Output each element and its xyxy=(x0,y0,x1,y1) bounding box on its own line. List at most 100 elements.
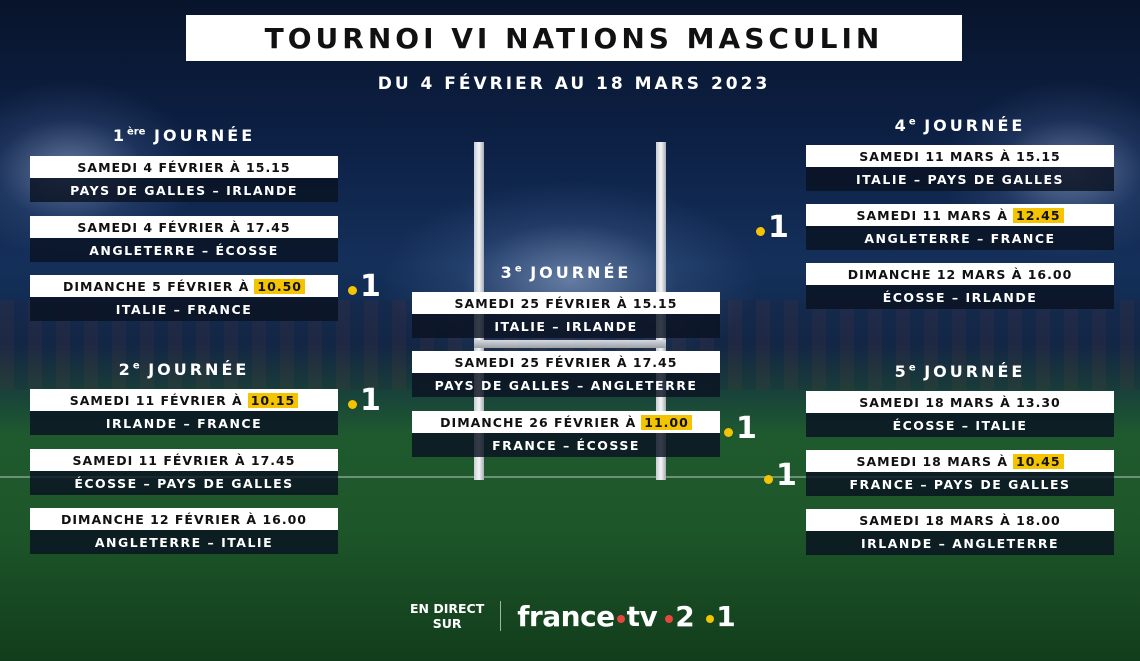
match-teams: ÉCOSSE – ITALIE xyxy=(806,413,1114,437)
round-ordinal: e xyxy=(908,362,916,374)
goal-crossbar xyxy=(474,340,666,348)
live-label-line1: EN DIRECT xyxy=(410,601,485,616)
channel-1-badge: 1 xyxy=(724,414,757,444)
channel-1-badge: 1 xyxy=(348,272,381,302)
match-card: SAMEDI 25 FÉVRIER À 17.45 PAYS DE GALLES… xyxy=(412,351,720,397)
round-1-heading: 1ère JOURNÉE xyxy=(30,126,338,145)
red-dot-icon xyxy=(616,615,625,623)
francetv-logo: france tv 2 1 xyxy=(517,599,736,633)
match-card: DIMANCHE 26 FÉVRIER À 11.00 FRANCE – ÉCOS… xyxy=(412,411,720,457)
match-date: DIMANCHE 12 MARS À 16.00 xyxy=(806,263,1114,285)
round-label: JOURNÉE xyxy=(530,263,632,282)
time-highlight: 11.00 xyxy=(641,414,692,430)
match-card: DIMANCHE 12 MARS À 16.00 ÉCOSSE – IRLAND… xyxy=(806,263,1114,309)
match-date: DIMANCHE 26 FÉVRIER À 11.00 xyxy=(412,411,720,433)
yellow-dot-icon xyxy=(706,615,715,623)
time-highlight: 10.15 xyxy=(247,392,299,408)
round-ordinal: e xyxy=(132,360,140,372)
match-card: SAMEDI 4 FÉVRIER À 15.15 PAYS DE GALLES … xyxy=(30,156,338,202)
match-date-text: SAMEDI 25 FÉVRIER À 17.45 xyxy=(454,354,678,370)
round-5-heading: 5e JOURNÉE xyxy=(806,362,1114,381)
match-date-text: DIMANCHE 12 FÉVRIER À 16.00 xyxy=(61,511,307,527)
title-banner: TOURNOI VI NATIONS MASCULIN xyxy=(186,15,962,61)
match-teams: ITALIE – FRANCE xyxy=(30,297,338,321)
yellow-dot-icon xyxy=(348,285,357,295)
match-date: SAMEDI 11 MARS À 12.45 xyxy=(806,204,1114,226)
match-teams: ANGLETERRE – ÉCOSSE xyxy=(30,238,338,262)
channel-1-badge: 1 xyxy=(756,213,789,243)
match-card: SAMEDI 18 MARS À 10.45 FRANCE – PAYS DE G… xyxy=(806,450,1114,496)
round-label: JOURNÉE xyxy=(924,116,1026,135)
match-date-text: SAMEDI 11 MARS À xyxy=(856,207,1008,223)
footer-divider xyxy=(500,601,502,631)
match-card: DIMANCHE 5 FÉVRIER À 10.50 ITALIE – FRANC… xyxy=(30,275,338,321)
match-teams: ÉCOSSE – PAYS DE GALLES xyxy=(30,471,338,495)
live-label: EN DIRECT SUR xyxy=(410,601,484,631)
round-number: 2 xyxy=(118,360,133,379)
broadcast-footer: EN DIRECT SUR france tv 2 1 xyxy=(410,596,736,636)
yellow-dot-icon xyxy=(724,427,733,437)
match-date: SAMEDI 4 FÉVRIER À 17.45 xyxy=(30,216,338,238)
match-teams: ITALIE – PAYS DE GALLES xyxy=(806,167,1114,191)
match-teams: FRANCE – PAYS DE GALLES xyxy=(806,472,1114,496)
round-label: JOURNÉE xyxy=(148,360,250,379)
match-date: DIMANCHE 5 FÉVRIER À 10.50 xyxy=(30,275,338,297)
page-title: TOURNOI VI NATIONS MASCULIN xyxy=(264,21,884,55)
match-date: SAMEDI 11 MARS À 15.15 xyxy=(806,145,1114,167)
match-date: SAMEDI 4 FÉVRIER À 15.15 xyxy=(30,156,338,178)
round-ordinal: e xyxy=(908,116,916,128)
match-teams: ANGLETERRE – ITALIE xyxy=(30,530,338,554)
round-label: JOURNÉE xyxy=(924,362,1026,381)
red-dot-icon xyxy=(665,615,674,623)
time-highlight: 10.50 xyxy=(254,278,305,294)
channel-number: 1 xyxy=(776,458,797,493)
match-date: SAMEDI 11 FÉVRIER À 17.45 xyxy=(30,449,338,471)
channel-1-logo: 1 xyxy=(716,599,736,633)
match-date: SAMEDI 25 FÉVRIER À 17.45 xyxy=(412,351,720,373)
match-date-text: SAMEDI 18 MARS À 13.30 xyxy=(859,394,1061,410)
match-card: SAMEDI 11 MARS À 15.15 ITALIE – PAYS DE … xyxy=(806,145,1114,191)
yellow-dot-icon xyxy=(764,474,773,484)
match-teams: ANGLETERRE – FRANCE xyxy=(806,226,1114,250)
match-date-text: SAMEDI 11 FÉVRIER À xyxy=(69,392,243,408)
match-date: SAMEDI 18 MARS À 18.00 xyxy=(806,509,1114,531)
time-highlight: 12.45 xyxy=(1013,207,1064,223)
match-card: SAMEDI 25 FÉVRIER À 15.15 ITALIE – IRLAN… xyxy=(412,292,720,338)
match-card: SAMEDI 4 FÉVRIER À 17.45 ANGLETERRE – ÉC… xyxy=(30,216,338,262)
channel-number: 1 xyxy=(768,210,789,245)
channel-2-logo: 2 xyxy=(675,599,695,633)
match-date-text: DIMANCHE 5 FÉVRIER À xyxy=(63,278,250,294)
match-date-text: SAMEDI 18 MARS À xyxy=(856,453,1008,469)
round-number: 5 xyxy=(894,362,909,381)
date-range: DU 4 FÉVRIER AU 18 MARS 2023 xyxy=(377,74,771,94)
match-card: SAMEDI 18 MARS À 18.00 IRLANDE – ANGLETE… xyxy=(806,509,1114,555)
match-card: SAMEDI 11 FÉVRIER À 17.45 ÉCOSSE – PAYS … xyxy=(30,449,338,495)
match-date: SAMEDI 11 FÉVRIER À 10.15 xyxy=(30,389,338,411)
time-highlight: 10.45 xyxy=(1013,453,1064,469)
match-teams: PAYS DE GALLES – IRLANDE xyxy=(30,178,338,202)
match-teams: IRLANDE – ANGLETERRE xyxy=(806,531,1114,555)
channel-1-badge: 1 xyxy=(764,461,797,491)
match-teams: IRLANDE – FRANCE xyxy=(30,411,338,435)
match-card: SAMEDI 11 MARS À 12.45 ANGLETERRE – FRANC… xyxy=(806,204,1114,250)
brand-france: france xyxy=(517,599,615,633)
round-label: JOURNÉE xyxy=(154,126,256,145)
yellow-dot-icon xyxy=(348,399,357,409)
pitch-line xyxy=(0,476,1140,478)
yellow-dot-icon xyxy=(756,226,765,236)
match-date-text: SAMEDI 4 FÉVRIER À 15.15 xyxy=(77,159,291,175)
round-ordinal: ère xyxy=(126,126,146,138)
match-date: SAMEDI 25 FÉVRIER À 15.15 xyxy=(412,292,720,314)
match-date-text: SAMEDI 11 MARS À 15.15 xyxy=(859,148,1061,164)
match-date: SAMEDI 18 MARS À 13.30 xyxy=(806,391,1114,413)
match-date-text: DIMANCHE 26 FÉVRIER À xyxy=(440,414,637,430)
match-date-text: SAMEDI 25 FÉVRIER À 15.15 xyxy=(454,295,678,311)
channel-1-badge: 1 xyxy=(348,386,381,416)
match-date-text: SAMEDI 11 FÉVRIER À 17.45 xyxy=(72,452,296,468)
match-date-text: SAMEDI 18 MARS À 18.00 xyxy=(859,512,1061,528)
match-date-text: SAMEDI 4 FÉVRIER À 17.45 xyxy=(77,219,291,235)
match-date: SAMEDI 18 MARS À 10.45 xyxy=(806,450,1114,472)
brand-tv: tv xyxy=(626,599,658,633)
round-number: 3 xyxy=(500,263,515,282)
match-card: SAMEDI 18 MARS À 13.30 ÉCOSSE – ITALIE xyxy=(806,391,1114,437)
